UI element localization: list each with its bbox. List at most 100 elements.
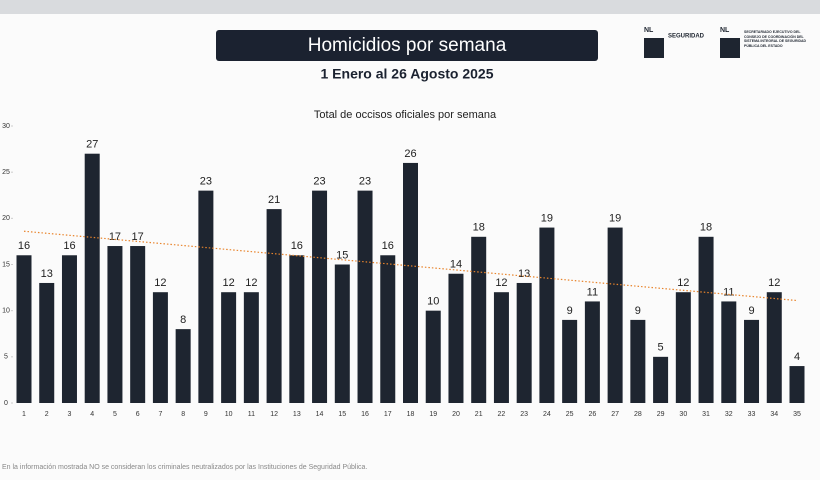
x-tick-label: 33: [748, 411, 756, 418]
bar: [493, 292, 509, 403]
value-label: 13: [518, 268, 530, 280]
x-tick-label: 34: [770, 411, 778, 418]
logo-text: SEGURIDAD: [668, 34, 705, 40]
x-tick-label: 31: [702, 411, 710, 418]
value-label: 19: [609, 212, 621, 224]
value-label: 9: [567, 305, 573, 317]
x-tick-label: 10: [225, 411, 233, 418]
value-label: 4: [794, 351, 800, 363]
bar: [107, 246, 123, 403]
x-tick-label: 1: [22, 411, 26, 418]
y-tick-label: 0: [4, 400, 8, 407]
x-tick-label: 23: [520, 411, 528, 418]
y-tick-label: 30: [2, 123, 10, 130]
x-tick-label: 28: [634, 411, 642, 418]
value-label: 17: [109, 231, 121, 243]
x-tick-label: 13: [293, 411, 301, 418]
plot-title: Total de occisos oficiales por semana: [314, 109, 497, 121]
x-tick-label: 12: [270, 411, 278, 418]
bar: [789, 366, 805, 403]
x-tick-label: 15: [338, 411, 346, 418]
y-tick-label: 10: [2, 308, 10, 315]
x-tick-label: 20: [452, 411, 460, 418]
logo-text: NL: [720, 27, 730, 34]
bar: [539, 227, 555, 403]
value-label: 16: [382, 240, 394, 252]
x-tick-label: 3: [68, 411, 72, 418]
value-label: 16: [291, 240, 303, 252]
bar: [516, 282, 532, 403]
bar: [357, 190, 373, 403]
logo-caption: SECRETARIADO EJECUTIVO DEL CONSEJO DE CO…: [744, 30, 807, 48]
value-label: 21: [268, 194, 280, 206]
x-tick-label: 35: [793, 411, 801, 418]
value-label: 12: [677, 277, 689, 289]
bar: [221, 292, 237, 403]
chart-title: Homicidios por semana: [308, 35, 507, 56]
logo-icon: [644, 38, 664, 58]
bar: [334, 264, 350, 403]
bar: [380, 255, 396, 403]
bar: [744, 319, 760, 403]
value-label: 14: [450, 259, 462, 271]
x-tick-label: 8: [181, 411, 185, 418]
bar: [698, 236, 714, 403]
x-tick-label: 9: [204, 411, 208, 418]
x-tick-label: 22: [498, 411, 506, 418]
bar: [721, 301, 737, 403]
value-label: 11: [587, 286, 598, 298]
value-label: 12: [154, 277, 166, 289]
x-tick-label: 27: [611, 411, 619, 418]
value-label: 12: [222, 277, 234, 289]
y-tick-label: 25: [2, 169, 10, 176]
footnote: En la información mostrada NO se conside…: [2, 464, 367, 471]
x-tick-label: 4: [90, 411, 94, 418]
y-tick-label: 20: [2, 215, 10, 222]
y-tick-label: 5: [4, 354, 8, 361]
bar: [152, 292, 168, 403]
value-label: 9: [635, 305, 641, 317]
y-tick-label: 15: [2, 261, 10, 268]
x-tick-label: 24: [543, 411, 551, 418]
value-label: 19: [541, 212, 553, 224]
bar: [84, 153, 100, 403]
value-label: 12: [245, 277, 257, 289]
x-tick-label: 30: [679, 411, 687, 418]
x-tick-label: 26: [588, 411, 596, 418]
x-tick-label: 2: [45, 411, 49, 418]
bar: [16, 255, 32, 403]
x-tick-label: 18: [407, 411, 415, 418]
bar: [562, 319, 578, 403]
value-label: 18: [700, 222, 712, 234]
x-tick-label: 16: [361, 411, 369, 418]
value-label: 9: [748, 305, 754, 317]
x-tick-label: 14: [316, 411, 324, 418]
logo-text: SECRETARIADO EJECUTIVO DEL CONSEJO DE CO…: [744, 30, 807, 48]
value-label: 18: [473, 222, 485, 234]
x-tick-label: 32: [725, 411, 733, 418]
bar: [175, 329, 191, 403]
bar: [584, 301, 600, 403]
bar: [766, 292, 782, 403]
x-tick-label: 11: [248, 411, 255, 418]
bar: [448, 273, 464, 403]
top-strip: [0, 0, 820, 14]
x-tick-label: 17: [384, 411, 392, 418]
title-box: [216, 30, 598, 61]
value-label: 13: [41, 268, 53, 280]
subtitle: 1 Enero al 26 Agosto 2025: [321, 66, 494, 82]
bar: [425, 310, 441, 403]
value-label: 8: [180, 314, 186, 326]
value-label: 11: [723, 286, 734, 298]
bar: [675, 292, 691, 403]
bar: [471, 236, 487, 403]
value-label: 23: [359, 176, 371, 188]
x-tick-label: 7: [158, 411, 162, 418]
value-label: 27: [86, 139, 98, 151]
value-label: 23: [313, 176, 325, 188]
x-tick-label: 29: [657, 411, 665, 418]
x-tick-label: 25: [566, 411, 574, 418]
bar: [630, 319, 646, 403]
bar: [607, 227, 623, 403]
bar: [653, 356, 669, 403]
